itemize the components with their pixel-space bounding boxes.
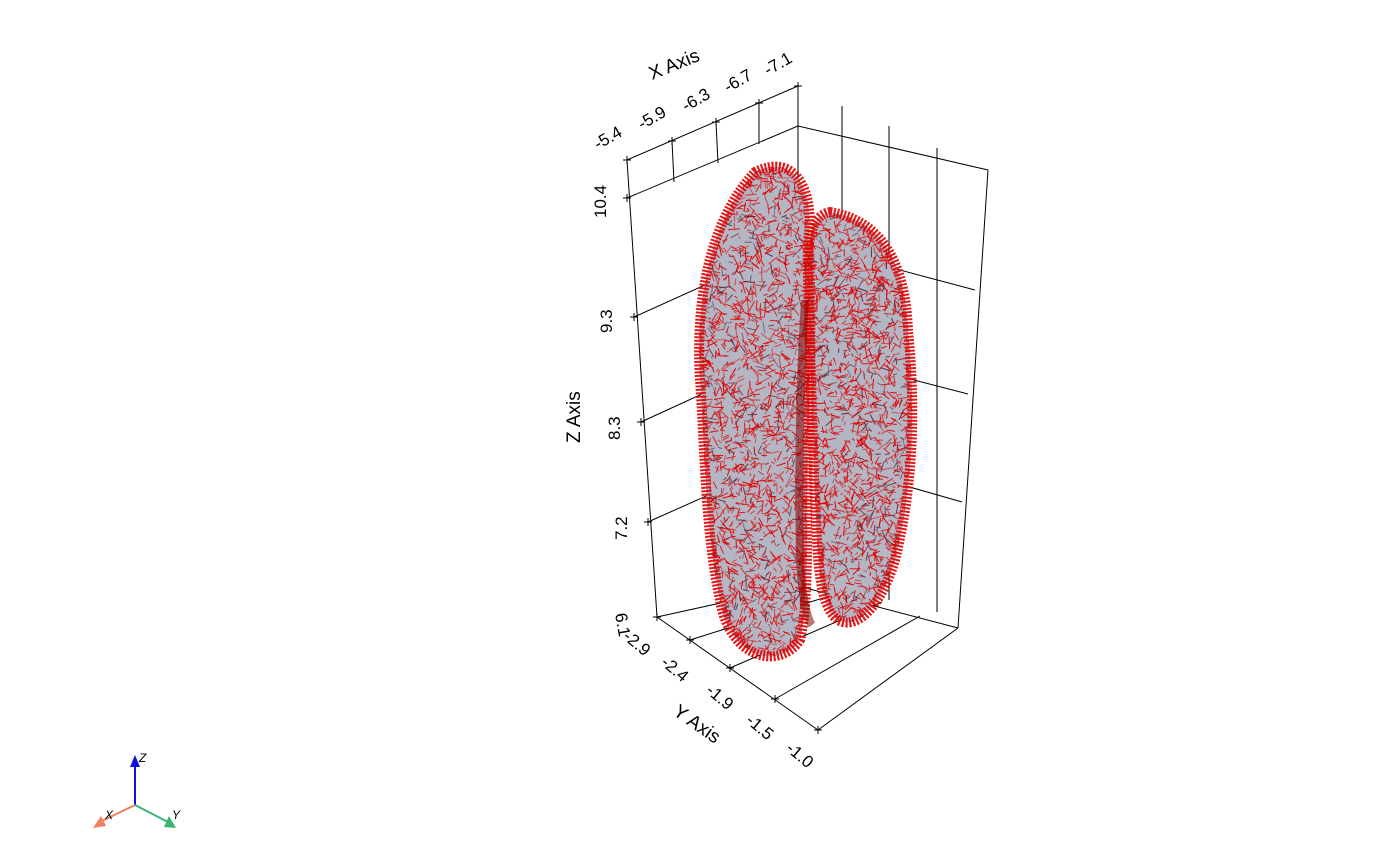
- lobe-crease: [795, 299, 816, 628]
- orientation-triad[interactable]: Z X Y: [93, 751, 181, 828]
- triad-y-label: Y: [172, 808, 181, 822]
- z-tick-4: 6.1: [611, 611, 634, 638]
- x-arrow-icon: [93, 816, 106, 828]
- triad-z-label: Z: [138, 751, 147, 765]
- z-tick-2: 8.3: [605, 416, 624, 440]
- y-tick-3: -1.5: [742, 711, 777, 744]
- y-axis-title: Y Axis: [669, 701, 724, 748]
- z-tick-1: 9.3: [597, 309, 616, 333]
- x-tick-3: -6.7: [721, 65, 756, 96]
- triad-x-label: X: [104, 808, 114, 822]
- z-axis-ticks: 10.4 9.3 8.3 7.2 6.1: [591, 185, 634, 638]
- y-tick-4: -1.0: [782, 739, 817, 772]
- left-lobe-outline: [694, 161, 816, 662]
- z-tick-3: 7.2: [612, 516, 631, 540]
- y-tick-1: -2.4: [657, 653, 692, 686]
- x-axis-title: X Axis: [646, 45, 703, 84]
- right-lobe-outline: [802, 206, 918, 628]
- mesh-object[interactable]: [684, 143, 927, 678]
- x-tick-4: -7.1: [761, 48, 796, 79]
- z-arrow-icon: [130, 755, 140, 767]
- x-tick-2: -6.3: [679, 84, 714, 115]
- y-tick-2: -1.9: [702, 681, 737, 714]
- tick-marks: [623, 82, 822, 734]
- y-arrow-icon: [164, 816, 176, 828]
- z-axis-title: Z Axis: [564, 391, 585, 443]
- x-tick-1: -5.9: [635, 102, 670, 133]
- x-tick-0: -5.4: [591, 122, 626, 153]
- z-tick-0: 10.4: [591, 185, 610, 218]
